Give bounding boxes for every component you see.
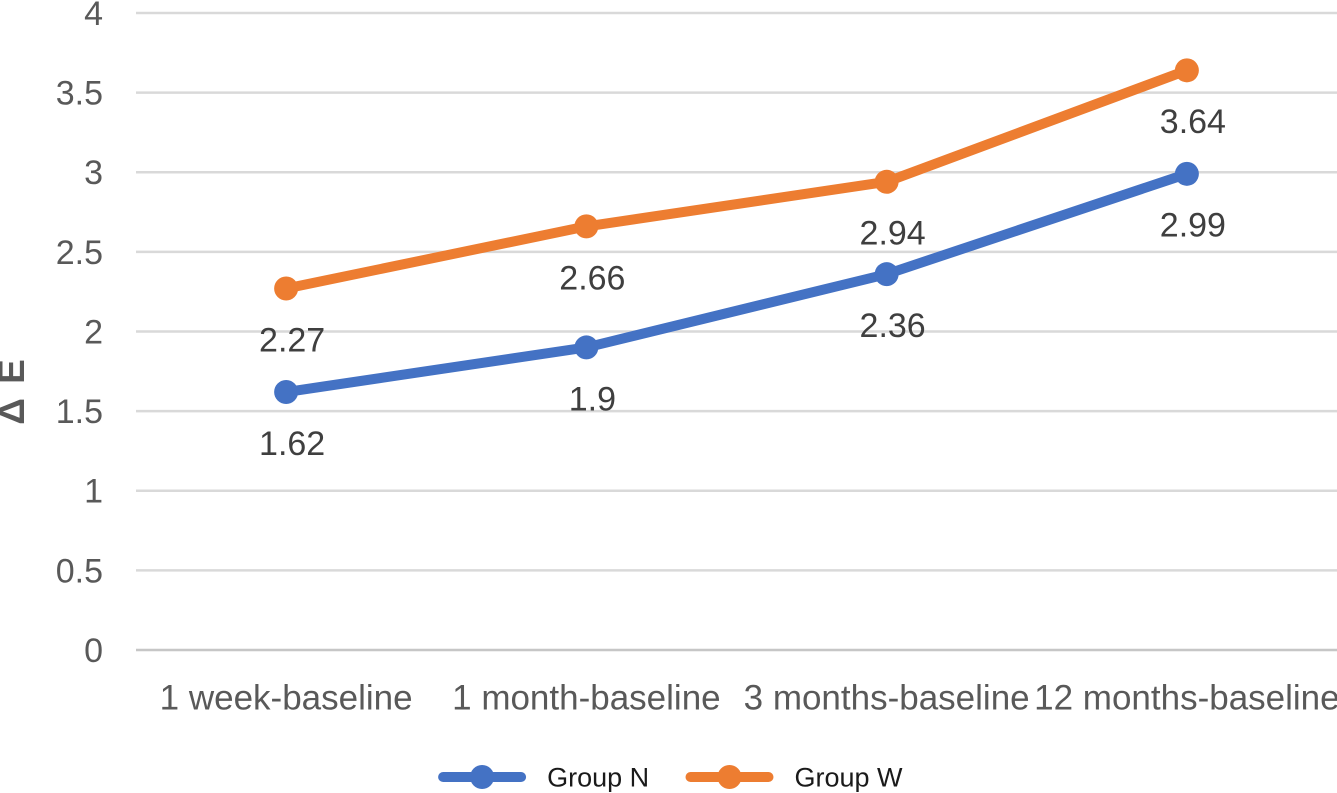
data-label: 3.64	[1160, 103, 1226, 141]
legend-label: Group N	[547, 762, 649, 792]
y-tick-label: 1.5	[56, 393, 103, 431]
y-tick-label: 4	[84, 0, 103, 33]
data-point-marker	[1174, 161, 1199, 186]
legend-item-group-n: Group N	[438, 762, 649, 792]
data-point-marker	[874, 169, 899, 194]
y-tick-label: 3.5	[56, 75, 103, 113]
data-point-marker	[574, 335, 599, 360]
data-label: 2.66	[559, 259, 625, 297]
y-tick-label: 2	[84, 313, 103, 351]
x-axis-labels: 1 week-baseline 1 month-baseline 3 months-…	[160, 678, 1337, 717]
x-axis-label: 1 month-baseline	[452, 678, 721, 717]
data-point-marker	[1174, 58, 1199, 83]
data-point-marker	[274, 276, 299, 301]
y-axis-title-group: Δ E	[0, 357, 32, 425]
series-line-group-n	[281, 168, 1192, 398]
data-label: 1.62	[259, 425, 325, 463]
data-point-marker	[574, 214, 599, 239]
data-label: 2.36	[860, 307, 926, 345]
series-line-group-w	[281, 65, 1192, 294]
gridlines	[136, 11, 1337, 652]
data-label: 2.99	[1160, 207, 1226, 245]
x-axis-label: 1 week-baseline	[160, 678, 413, 717]
legend: Group N Group W	[438, 762, 904, 792]
data-point-marker	[274, 380, 299, 405]
x-axis-label: 12 months-baseline	[1034, 678, 1337, 717]
series-lines	[274, 58, 1199, 405]
data-label: 1.9	[569, 380, 616, 418]
legend-item-group-w: Group W	[685, 762, 904, 792]
legend-label: Group W	[795, 762, 904, 792]
data-labels: 1.62 1.9 2.36 2.99 2.27 2.66 2.94 3.64	[259, 103, 1226, 463]
data-point-marker	[874, 262, 899, 287]
y-tick-label: 1	[84, 473, 103, 511]
y-tick-label: 0	[84, 632, 103, 670]
legend-swatch-marker	[470, 765, 495, 789]
y-tick-label: 2.5	[56, 234, 103, 272]
y-axis-tick-labels: 0 0.5 1 1.5 2 2.5 3 3.5 4	[56, 0, 103, 670]
data-label: 2.94	[860, 215, 926, 253]
y-axis-title: Δ E	[0, 357, 32, 425]
data-label: 2.27	[259, 321, 325, 359]
legend-swatch-marker	[717, 765, 742, 789]
y-tick-label: 0.5	[56, 552, 103, 590]
y-tick-label: 3	[84, 154, 103, 192]
x-axis-label: 3 months-baseline	[744, 678, 1030, 717]
